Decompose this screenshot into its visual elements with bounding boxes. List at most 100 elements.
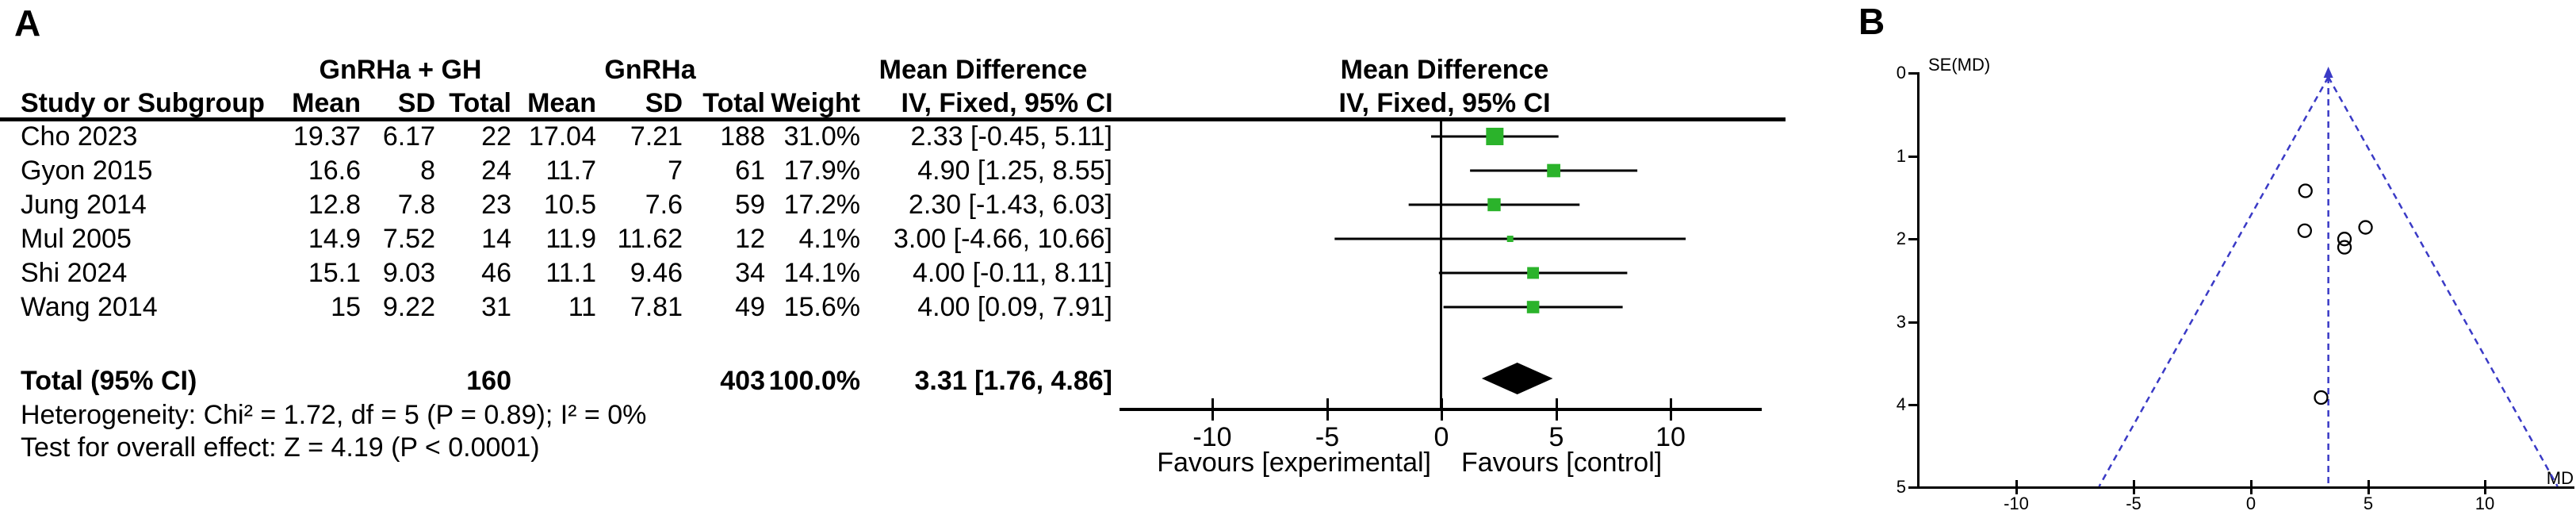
funnel-x-axis-label: MD bbox=[2546, 468, 2574, 488]
total-row-total1: 160 bbox=[466, 366, 511, 396]
funnel-x-tick bbox=[2015, 480, 2018, 494]
group-header-gnrha: GnRHa bbox=[604, 55, 696, 85]
study-label: Cho 2023 bbox=[21, 121, 138, 152]
ci-cell: 3.00 [-4.66, 10.66] bbox=[894, 224, 1112, 254]
panel-a-label: A bbox=[14, 2, 41, 44]
total-row-weight: 100.0% bbox=[768, 366, 860, 396]
mean2-cell: 17.04 bbox=[528, 121, 596, 152]
funnel-y-tick-label: 1 bbox=[1896, 146, 1906, 166]
forest-tick-label: -5 bbox=[1315, 422, 1340, 452]
study-label: Wang 2014 bbox=[21, 292, 158, 322]
overall-effect-text: Test for overall effect: Z = 4.19 (P < 0… bbox=[21, 432, 540, 463]
forest-weight-square bbox=[1487, 198, 1501, 212]
study-label: Gyon 2015 bbox=[21, 156, 153, 186]
funnel-y-tick-label: 5 bbox=[1896, 477, 1906, 497]
sd2-cell: 7.6 bbox=[645, 190, 683, 220]
weight-cell: 15.6% bbox=[783, 292, 860, 322]
forest-tick-label: 0 bbox=[1433, 422, 1449, 452]
total1-cell: 22 bbox=[481, 121, 511, 152]
col-header-ci: IV, Fixed, 95% CI bbox=[901, 88, 1113, 118]
mean1-cell: 16.6 bbox=[308, 156, 361, 186]
sd1-cell: 7.52 bbox=[382, 224, 435, 254]
funnel-y-tick bbox=[1908, 238, 1920, 240]
forest-axis-tick bbox=[1326, 398, 1329, 421]
funnel-y-tick bbox=[1908, 156, 1920, 158]
funnel-point bbox=[2337, 232, 2352, 247]
forest-weight-square bbox=[1547, 163, 1560, 178]
sd1-cell: 9.22 bbox=[382, 292, 435, 322]
funnel-point bbox=[2297, 223, 2313, 238]
panel-b-label: B bbox=[1858, 1, 1885, 42]
plot-ci-header: IV, Fixed, 95% CI bbox=[1338, 88, 1551, 118]
total2-cell: 34 bbox=[735, 258, 765, 288]
funnel-y-tick bbox=[1908, 321, 1920, 324]
funnel-x-tick bbox=[2250, 480, 2253, 494]
total2-cell: 188 bbox=[720, 121, 765, 152]
weight-cell: 17.2% bbox=[783, 190, 860, 220]
total2-cell: 12 bbox=[735, 224, 765, 254]
weight-cell: 4.1% bbox=[798, 224, 861, 254]
col-header-weight: Weight bbox=[771, 88, 860, 118]
mean1-cell: 15.1 bbox=[308, 258, 361, 288]
total1-cell: 23 bbox=[481, 190, 511, 220]
total1-cell: 46 bbox=[481, 258, 511, 288]
weight-cell: 14.1% bbox=[783, 258, 860, 288]
funnel-y-axis bbox=[1917, 73, 1920, 489]
total2-cell: 59 bbox=[735, 190, 765, 220]
ci-cell: 2.30 [-1.43, 6.03] bbox=[908, 190, 1112, 220]
study-label: Jung 2014 bbox=[21, 190, 147, 220]
study-label: Mul 2005 bbox=[21, 224, 132, 254]
heterogeneity-text: Heterogeneity: Chi² = 1.72, df = 5 (P = … bbox=[21, 400, 647, 430]
funnel-x-tick-label: 5 bbox=[2363, 494, 2374, 511]
summary-diamond bbox=[1481, 363, 1553, 394]
ci-cell: 4.00 [-0.11, 8.11] bbox=[912, 258, 1112, 288]
funnel-y-tick-label: 0 bbox=[1896, 63, 1906, 83]
study-label: Shi 2024 bbox=[21, 258, 128, 288]
header-rule bbox=[0, 117, 1786, 121]
col-header-total2: Total bbox=[702, 88, 765, 118]
total1-cell: 24 bbox=[481, 156, 511, 186]
forest-axis-tick bbox=[1670, 398, 1672, 421]
funnel-x-tick-label: -10 bbox=[2004, 494, 2029, 511]
forest-weight-square bbox=[1506, 236, 1514, 242]
ci-cell: 2.33 [-0.45, 5.11] bbox=[910, 121, 1112, 152]
funnel-point bbox=[2358, 220, 2373, 235]
mean1-cell: 19.37 bbox=[293, 121, 361, 152]
funnel-x-tick bbox=[2367, 480, 2370, 494]
funnel-point bbox=[2337, 240, 2352, 255]
sd1-cell: 8 bbox=[420, 156, 435, 186]
mean1-cell: 15 bbox=[331, 292, 361, 322]
mean2-cell: 11 bbox=[568, 292, 596, 322]
group-header-gnrha-gh: GnRHa + GH bbox=[319, 55, 482, 85]
col-header-study: Study or Subgroup bbox=[21, 88, 265, 118]
funnel-y-tick bbox=[1908, 486, 1920, 489]
funnel-y-tick-label: 4 bbox=[1896, 394, 1906, 414]
total-row-total2: 403 bbox=[720, 366, 765, 396]
forest-weight-square bbox=[1526, 301, 1540, 313]
favours-experimental-label: Favours [experimental] bbox=[1157, 448, 1431, 478]
ci-cell: 4.00 [0.09, 7.91] bbox=[917, 292, 1112, 322]
sd1-cell: 9.03 bbox=[382, 258, 435, 288]
forest-axis-tick bbox=[1441, 398, 1443, 421]
funnel-right-boundary bbox=[2327, 76, 2559, 487]
funnel-x-tick-label: 10 bbox=[2475, 494, 2495, 511]
forest-tick-label: 5 bbox=[1548, 422, 1564, 452]
ci-cell: 4.90 [1.25, 8.55] bbox=[917, 156, 1112, 186]
funnel-point bbox=[2298, 183, 2313, 198]
total-row-ci: 3.31 [1.76, 4.86] bbox=[914, 366, 1112, 396]
funnel-x-tick-label: 0 bbox=[2245, 494, 2256, 511]
funnel-left-boundary bbox=[2098, 76, 2329, 487]
funnel-y-tick bbox=[1908, 404, 1920, 406]
forest-tick-label: -10 bbox=[1192, 422, 1232, 452]
favours-control-label: Favours [control] bbox=[1461, 448, 1663, 478]
weight-cell: 31.0% bbox=[783, 121, 860, 152]
col-header-mean2: Mean bbox=[527, 88, 596, 118]
funnel-x-tick-label: -5 bbox=[2126, 494, 2142, 511]
forest-weight-square bbox=[1527, 267, 1540, 279]
forest-axis-tick bbox=[1556, 398, 1558, 421]
weight-cell: 17.9% bbox=[783, 156, 860, 186]
forest-axis-tick bbox=[1211, 398, 1214, 421]
forest-weight-square bbox=[1486, 128, 1504, 145]
total2-cell: 49 bbox=[735, 292, 765, 322]
